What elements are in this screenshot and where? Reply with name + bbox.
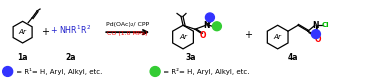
Text: N: N xyxy=(204,21,210,30)
Text: 1a: 1a xyxy=(17,53,28,62)
Circle shape xyxy=(3,67,12,76)
Text: + NHR$^1$R$^2$: + NHR$^1$R$^2$ xyxy=(50,24,91,36)
Circle shape xyxy=(212,22,222,31)
Text: O: O xyxy=(314,35,321,44)
Text: = R²= H, Aryl, Alkyl, etc.: = R²= H, Aryl, Alkyl, etc. xyxy=(161,68,249,75)
Text: O: O xyxy=(200,31,206,40)
Text: N: N xyxy=(313,21,319,30)
Circle shape xyxy=(311,30,321,39)
Text: Pd(OAc)₂/ CPP: Pd(OAc)₂/ CPP xyxy=(106,22,149,27)
Text: 3a: 3a xyxy=(186,53,196,62)
Text: +: + xyxy=(40,27,48,37)
Text: 4a: 4a xyxy=(287,53,298,62)
Circle shape xyxy=(150,67,160,76)
Circle shape xyxy=(205,13,214,22)
Text: Ar: Ar xyxy=(274,34,282,40)
Text: Cl: Cl xyxy=(322,22,330,28)
Text: +: + xyxy=(244,30,252,40)
Text: Ar: Ar xyxy=(179,34,187,40)
Text: Ar: Ar xyxy=(19,29,26,35)
Text: CO (1.0 MPa): CO (1.0 MPa) xyxy=(107,31,148,36)
Text: 2a: 2a xyxy=(65,53,76,62)
Text: = R¹= H, Aryl, Alkyl, etc.: = R¹= H, Aryl, Alkyl, etc. xyxy=(14,68,102,75)
